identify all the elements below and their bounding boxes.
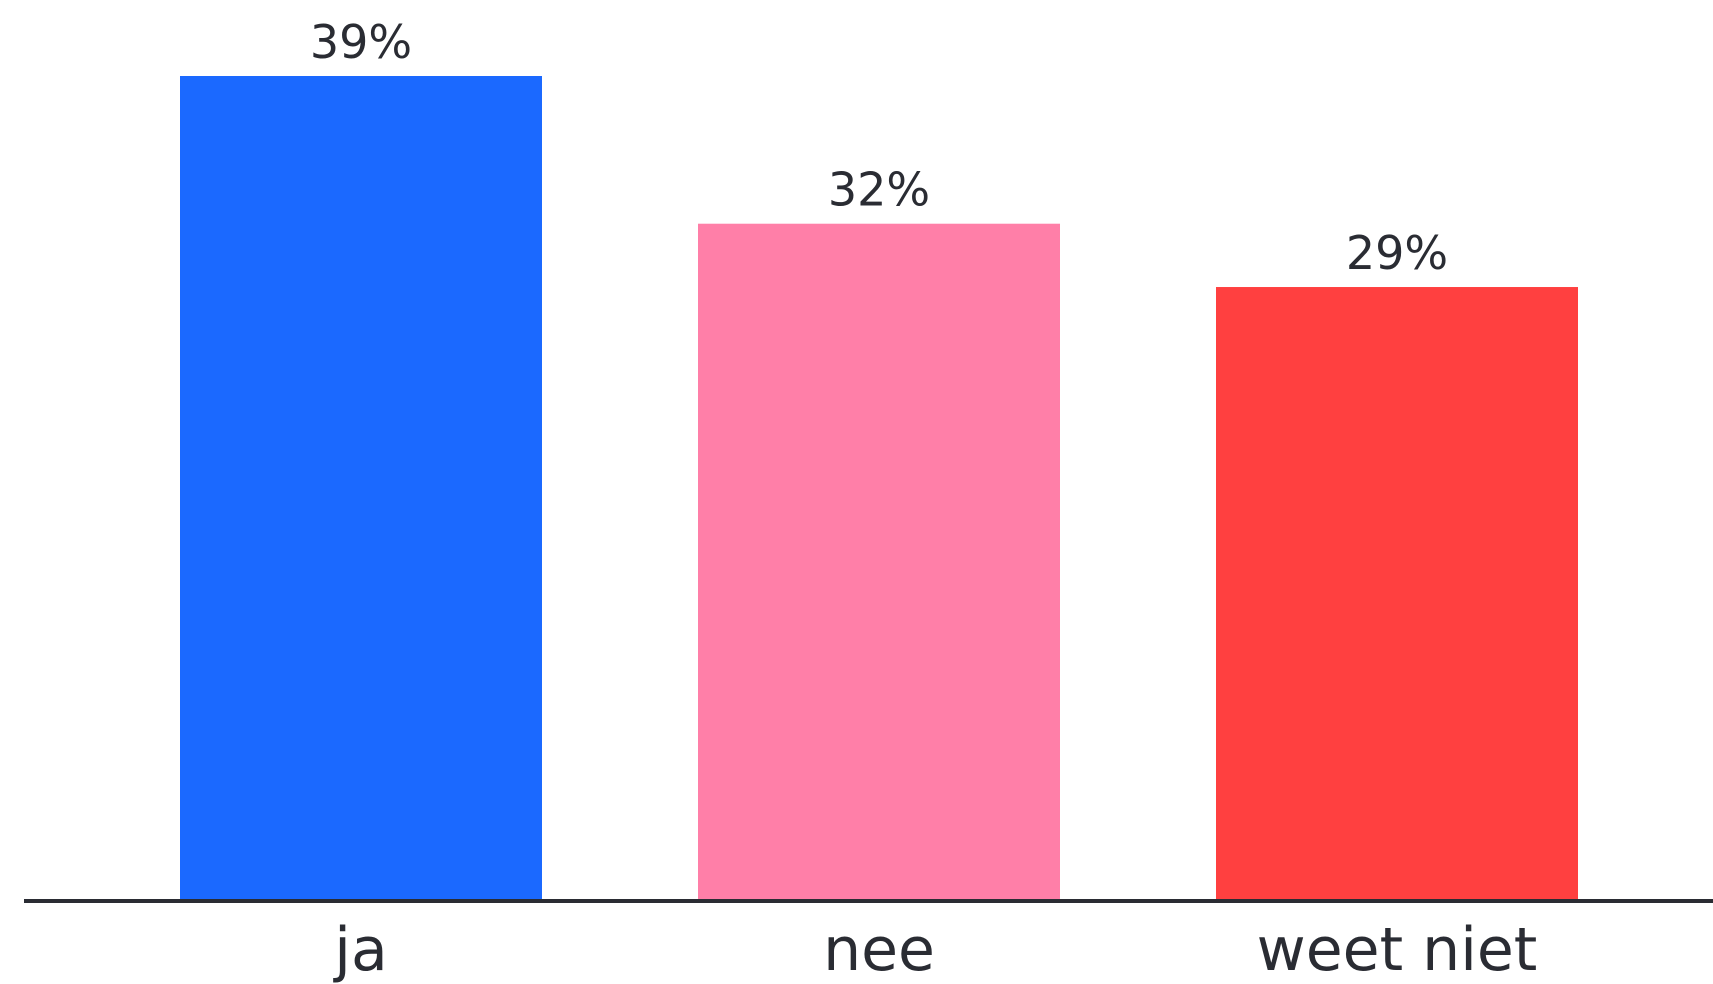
bars-group: [180, 76, 1578, 899]
value-label-nee: 32%: [828, 163, 930, 217]
bar-ja: [180, 76, 542, 899]
category-label-weet-niet: weet niet: [1257, 915, 1538, 984]
category-label-nee: nee: [823, 915, 935, 984]
value-label-weet-niet: 29%: [1346, 226, 1448, 280]
bar-nee: [698, 223, 1060, 899]
bar-weet-niet: [1216, 287, 1578, 899]
category-label-ja: ja: [332, 915, 387, 984]
category-labels-group: ja nee weet niet: [332, 915, 1537, 984]
value-labels-group: 39% 32% 29%: [310, 15, 1448, 280]
value-label-ja: 39%: [310, 15, 412, 69]
